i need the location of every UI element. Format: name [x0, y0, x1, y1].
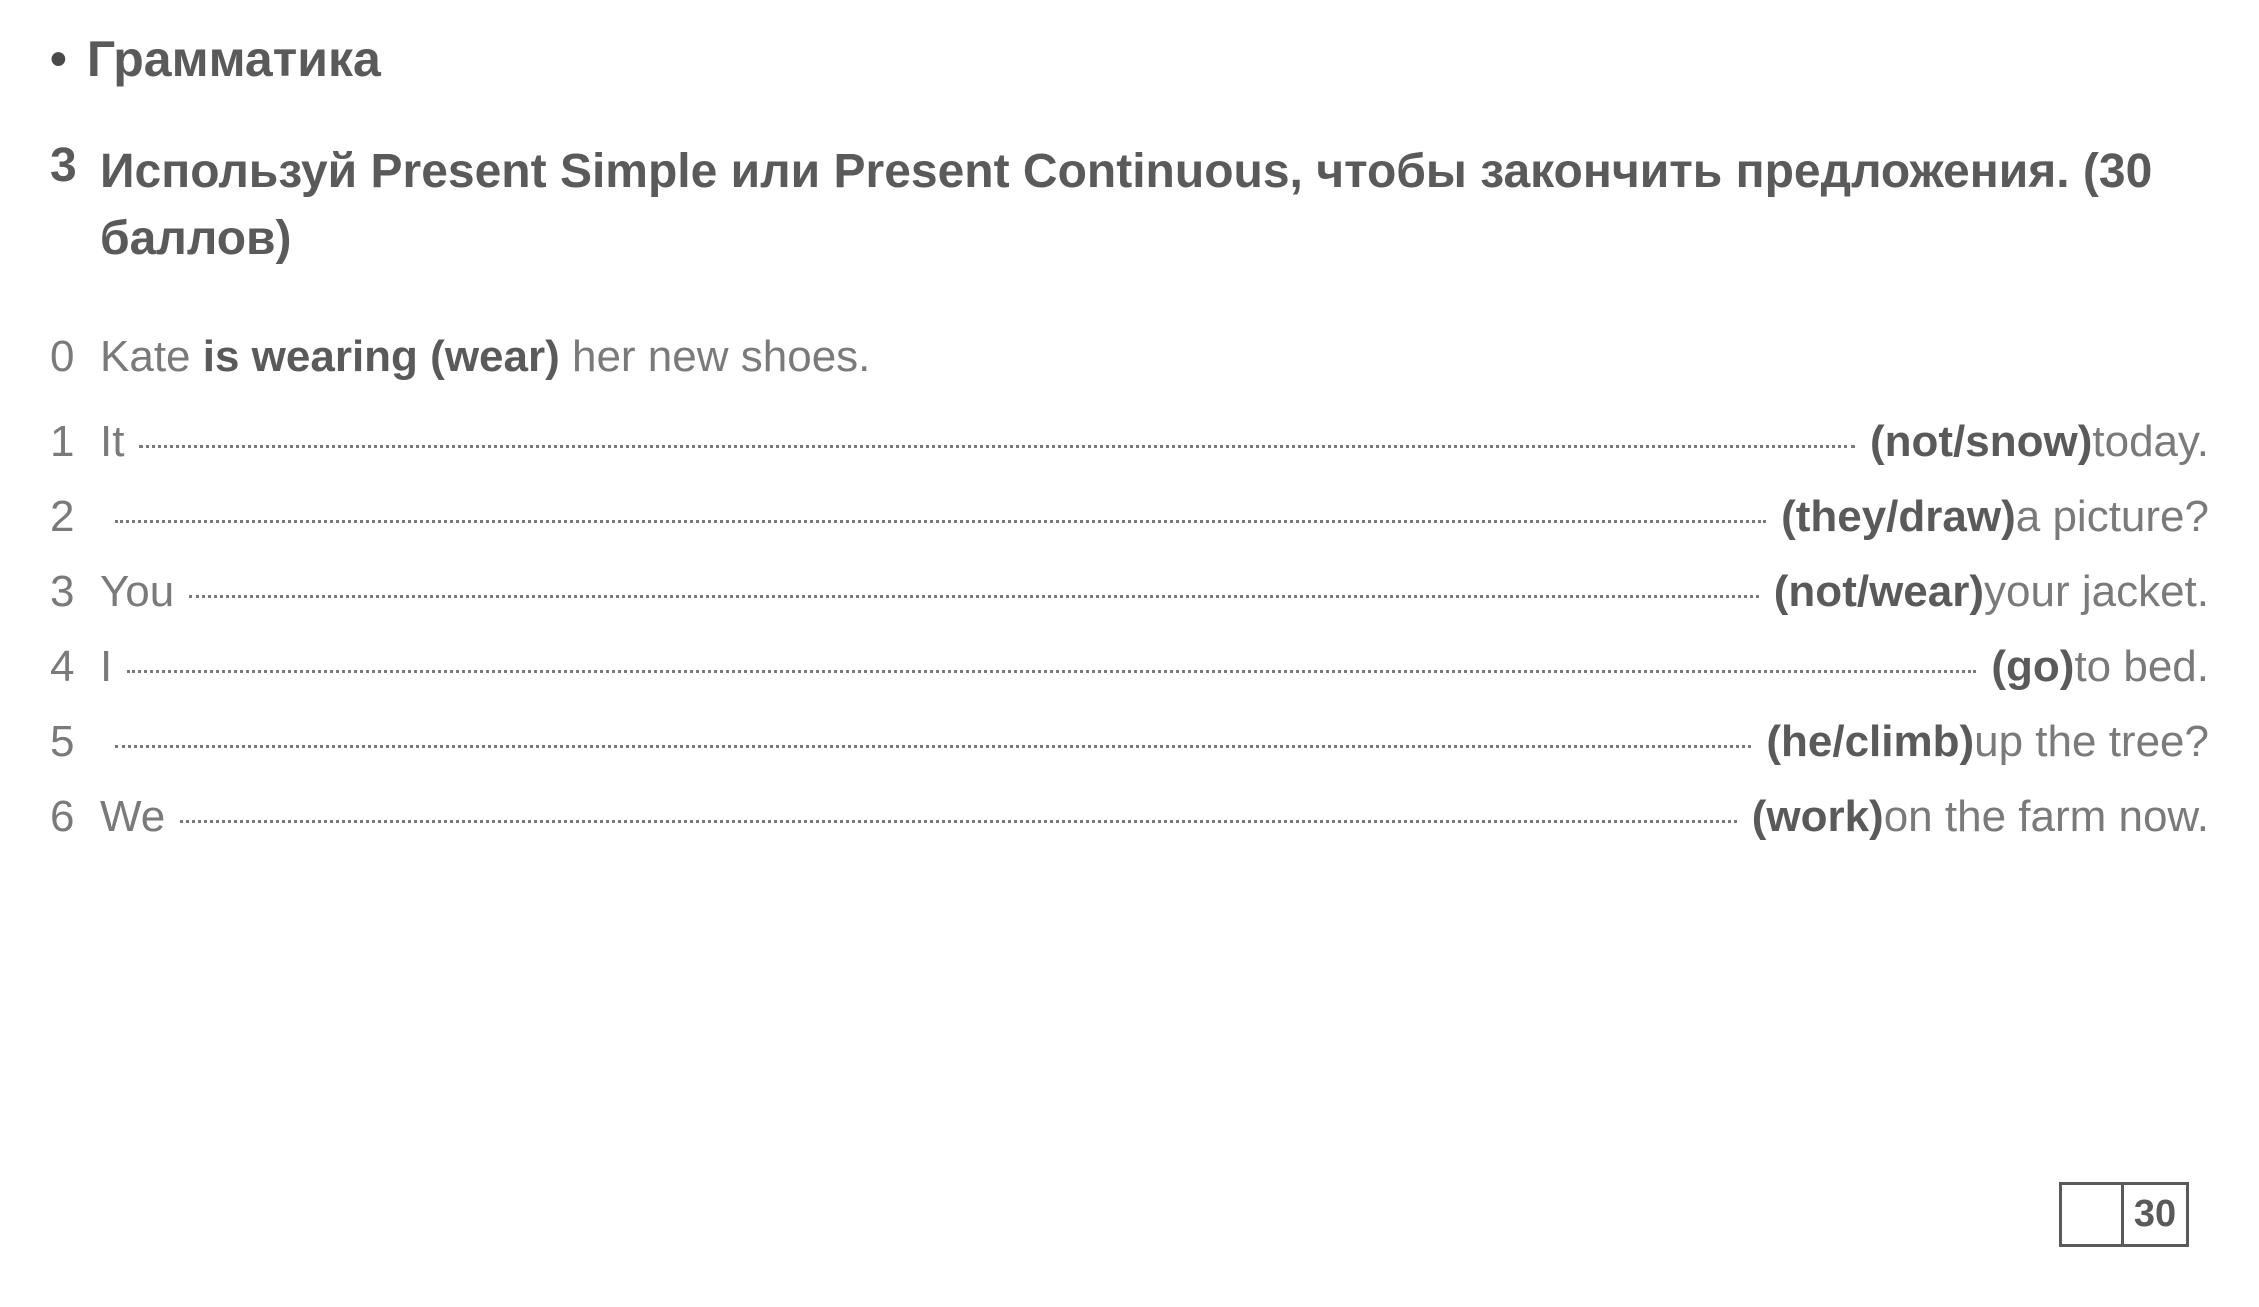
question-suffix: to bed.	[2074, 642, 2209, 692]
verb-hint: (not/snow)	[1870, 417, 2092, 467]
answer-blank[interactable]	[189, 595, 1759, 598]
example-rest: her new shoes.	[560, 332, 871, 381]
question-3: 3 You (not/wear) your jacket.	[50, 567, 2209, 617]
example-number: 0	[50, 332, 100, 382]
question-4: 4 I (go) to bed.	[50, 642, 2209, 692]
verb-hint: (go)	[1991, 642, 2074, 692]
question-content: You (not/wear) your jacket.	[100, 567, 2209, 617]
question-number: 4	[50, 642, 100, 692]
verb-hint: (work)	[1752, 792, 1884, 842]
instruction-section: 3 Используй Present Simple или Present C…	[50, 138, 2209, 272]
question-number: 5	[50, 717, 100, 767]
section-title: Грамматика	[87, 30, 381, 88]
question-number: 6	[50, 792, 100, 842]
question-prefix: It	[100, 417, 124, 467]
score-box: 30	[2059, 1182, 2189, 1247]
question-number: 2	[50, 492, 100, 542]
example-answer: is wearing (wear)	[203, 332, 560, 381]
instruction-text: Используй Present Simple или Present Con…	[100, 138, 2209, 272]
question-suffix: your jacket.	[1984, 567, 2209, 617]
answer-blank[interactable]	[139, 445, 1855, 448]
question-content: (they/draw) a picture?	[100, 492, 2209, 542]
question-5: 5 (he/climb) up the tree?	[50, 717, 2209, 767]
question-suffix: on the farm now.	[1884, 792, 2209, 842]
verb-hint: (not/wear)	[1774, 567, 1984, 617]
question-suffix: up the tree?	[1974, 717, 2209, 767]
question-2: 2 (they/draw) a picture?	[50, 492, 2209, 542]
question-content: I (go) to bed.	[100, 642, 2209, 692]
question-number: 1	[50, 417, 100, 467]
example-row: 0 Kate is wearing (wear) her new shoes.	[50, 332, 2209, 382]
question-suffix: today.	[2092, 417, 2209, 467]
example-text: Kate is wearing (wear) her new shoes.	[100, 332, 870, 382]
question-prefix: I	[100, 642, 112, 692]
question-prefix: You	[100, 567, 174, 617]
answer-blank[interactable]	[127, 670, 1976, 673]
example-name: Kate	[100, 332, 203, 381]
answer-blank[interactable]	[115, 520, 1766, 523]
question-content: It (not/snow) today.	[100, 417, 2209, 467]
verb-hint: (they/draw)	[1781, 492, 2016, 542]
score-earned-box[interactable]	[2059, 1182, 2124, 1247]
question-prefix: We	[100, 792, 165, 842]
answer-blank[interactable]	[115, 745, 1751, 748]
bullet-marker: •	[50, 32, 67, 87]
verb-hint: (he/climb)	[1766, 717, 1974, 767]
question-suffix: a picture?	[2016, 492, 2209, 542]
task-number: 3	[50, 138, 100, 193]
question-content: (he/climb) up the tree?	[100, 717, 2209, 767]
header-section: • Грамматика	[50, 30, 2209, 88]
score-max-box: 30	[2124, 1182, 2189, 1247]
question-1: 1 It (not/snow) today.	[50, 417, 2209, 467]
answer-blank[interactable]	[180, 820, 1736, 823]
question-number: 3	[50, 567, 100, 617]
question-6: 6 We (work) on the farm now.	[50, 792, 2209, 842]
question-content: We (work) on the farm now.	[100, 792, 2209, 842]
